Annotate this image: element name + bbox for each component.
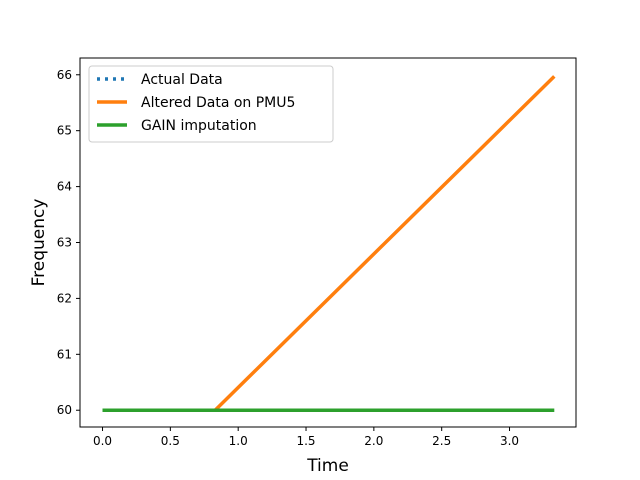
- y-tick-label: 64: [57, 180, 72, 194]
- axis-ticks: 0.0 0.5 1.0 1.5 2.0 2.5 3.0 60 61 62 63 64 65 66: [57, 68, 519, 448]
- y-tick-label: 65: [57, 124, 72, 138]
- x-tick-label: 1.0: [229, 434, 248, 448]
- plot-area: [102, 75, 556, 412]
- legend-label: Actual Data: [141, 72, 223, 88]
- y-tick-label: 66: [57, 68, 72, 82]
- x-tick-label: 2.0: [364, 434, 383, 448]
- x-tick-label: 2.5: [432, 434, 451, 448]
- legend-label: GAIN imputation: [141, 118, 257, 134]
- legend: Actual Data Altered Data on PMU5 GAIN impu…: [88, 65, 334, 143]
- y-tick-label: 60: [57, 403, 72, 417]
- x-axis-label: Time: [306, 456, 349, 476]
- x-tick-label: 0.5: [161, 434, 180, 448]
- x-tick-label: 0.0: [93, 434, 112, 448]
- y-axis-label: Frequency: [29, 199, 49, 287]
- legend-box: [88, 65, 334, 143]
- x-tick-label: 3.0: [500, 434, 519, 448]
- legend-label: Altered Data on PMU5: [141, 95, 295, 111]
- y-tick-label: 63: [57, 236, 72, 250]
- y-tick-label: 62: [57, 291, 72, 305]
- y-tick-label: 61: [57, 347, 72, 361]
- x-tick-label: 1.5: [296, 434, 315, 448]
